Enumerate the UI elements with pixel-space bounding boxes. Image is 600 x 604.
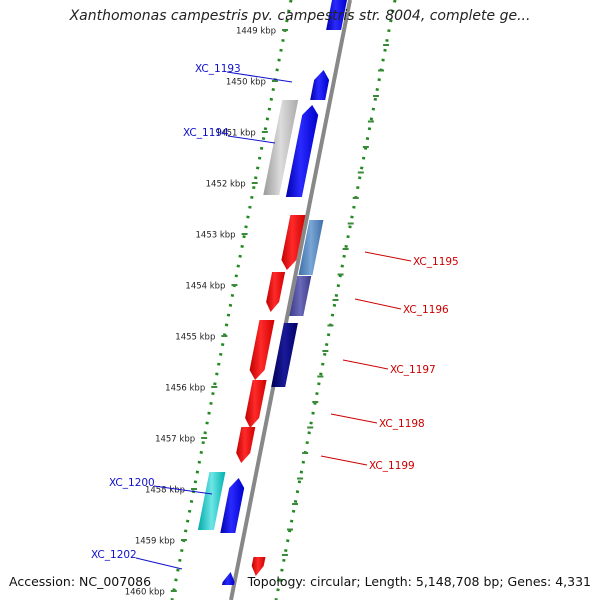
gene-leader-line [226, 71, 293, 83]
ruler-ticks [170, 29, 390, 592]
gene-arrow-xc1192[interactable] [326, 0, 347, 30]
genome-backbone [229, 0, 352, 601]
ruler-tick-label: 1460 kbp [125, 588, 165, 598]
gene-leader-line [320, 455, 368, 466]
gene-block-xc1195-alt[interactable] [298, 220, 324, 275]
gene-labels[interactable]: XC_1193 XC_1194 XC_1195 XC_1196 XC_1197 XC_11… [91, 63, 459, 561]
ruler-tick-label: 1450 kbp [226, 78, 266, 88]
gene-arrow-xc1197[interactable] [249, 320, 275, 380]
gene-label[interactable]: XC_1200 [109, 477, 155, 489]
ruler-tick-label: 1453 kbp [196, 231, 236, 241]
ruler-tick-label: 1455 kbp [175, 333, 215, 343]
gene-label[interactable]: XC_1196 [403, 304, 449, 316]
ruler-tick-label: 1449 kbp [236, 27, 276, 37]
dotted-line-inner-left [170, 0, 293, 601]
ruler-tick-label: 1457 kbp [155, 435, 195, 445]
gene-leader-line [153, 485, 213, 495]
topology-summary: Topology: circular; Length: 5,148,708 bp… [247, 574, 591, 589]
gene-label[interactable]: XC_1197 [390, 364, 436, 376]
ruler-tick-label: 1458 kbp [145, 486, 185, 496]
gene-label[interactable]: XC_1194 [183, 127, 229, 139]
accession-text: Accession: NC_007086 [9, 574, 152, 589]
gene-leader-line [364, 251, 412, 262]
gene-label[interactable]: XC_1198 [379, 418, 425, 430]
dotted-guides [170, 0, 397, 601]
gene-arrow-xc1202[interactable] [222, 572, 235, 585]
ruler-tick-label: 1452 kbp [206, 180, 246, 190]
gene-block-xc1194-alt[interactable] [263, 100, 299, 195]
gene-block-xc1200[interactable] [197, 472, 226, 530]
gene-features[interactable] [197, 0, 347, 585]
ruler-tick-label: 1459 kbp [135, 537, 175, 547]
ruler-labels: 1449 kbp 1450 kbp 1451 kbp 1452 kbp 1453 kbp… [125, 27, 276, 598]
dotted-line-outer-right [274, 0, 397, 601]
gene-arrow-xc1194[interactable] [285, 105, 319, 197]
gene-label[interactable]: XC_1199 [369, 460, 415, 472]
gene-arrow-xc1201[interactable] [251, 557, 266, 576]
gene-arrow-xc1199[interactable] [236, 427, 256, 463]
gene-block-xc1196-alt[interactable] [289, 276, 312, 316]
gene-leader-line [330, 413, 378, 424]
gene-leader-line [342, 359, 389, 370]
gene-arrow-xc1195[interactable] [281, 215, 306, 270]
gene-label[interactable]: XC_1195 [413, 256, 459, 268]
gene-arrow-xc1193[interactable] [310, 70, 330, 100]
gene-arrow-xc1198[interactable] [245, 380, 267, 428]
label-leader-lines [135, 71, 412, 570]
gene-leader-line [354, 298, 402, 310]
ruler-tick-label: 1456 kbp [165, 384, 205, 394]
gene-block-xc1197-alt[interactable] [271, 323, 298, 387]
gene-leader-line [135, 557, 183, 570]
map-title: Xanthomonas campestris pv. campestris st… [69, 8, 531, 24]
gene-leader-line [227, 135, 276, 144]
gene-arrow-xc1196[interactable] [266, 272, 286, 312]
ruler-tick-label: 1454 kbp [185, 282, 225, 292]
gene-label[interactable]: XC_1193 [195, 63, 241, 75]
ruler-tick-label: 1451 kbp [216, 129, 256, 139]
gene-label[interactable]: XC_1202 [91, 549, 137, 561]
gene-arrow-xc1200[interactable] [220, 478, 245, 533]
